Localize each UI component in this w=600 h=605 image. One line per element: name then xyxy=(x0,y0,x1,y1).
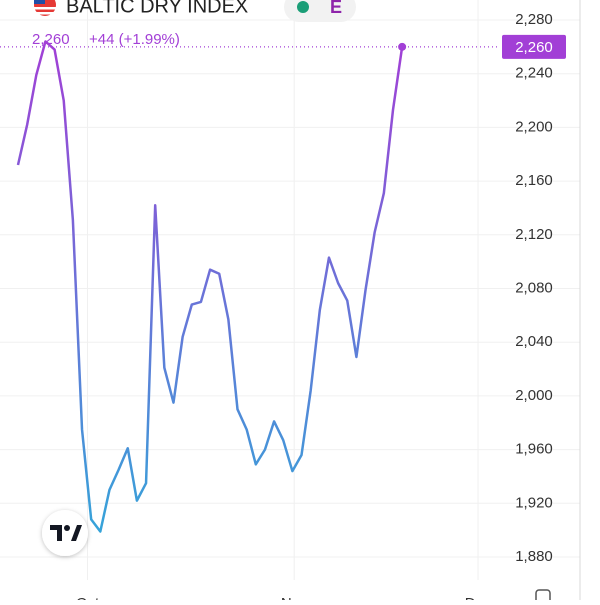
x-tick-label: Dec xyxy=(465,595,492,600)
y-tick-label: 1,960 xyxy=(515,441,553,458)
last-value: 2,260 xyxy=(32,31,70,48)
y-tick-label: 2,120 xyxy=(515,226,553,243)
title: BALTIC DRY INDEX xyxy=(66,0,248,17)
y-tick-label: 2,040 xyxy=(515,333,553,350)
y-tick-label: 1,920 xyxy=(515,494,553,511)
last-point xyxy=(398,42,407,51)
y-tick-label: 2,080 xyxy=(515,279,553,296)
x-tick-label: Oct xyxy=(76,595,100,600)
y-tick-label: 1,880 xyxy=(515,548,553,565)
status-dot xyxy=(297,1,309,13)
y-tick-label: 2,000 xyxy=(515,387,553,404)
tv-logo xyxy=(42,510,88,556)
y-tick-label: 2,240 xyxy=(515,65,553,82)
y-tick-label: 2,200 xyxy=(515,118,553,135)
settings-icon[interactable] xyxy=(535,589,551,605)
price-label-box xyxy=(502,34,566,59)
price-label: 2,260 xyxy=(515,39,553,56)
change: +44 (+1.99%) xyxy=(89,31,180,48)
exchange-badge: E xyxy=(330,0,342,17)
badge xyxy=(284,0,356,22)
x-tick-label: Nov xyxy=(281,595,308,600)
y-tick-label: 2,280 xyxy=(515,11,553,28)
price-line xyxy=(16,40,404,533)
y-tick-label: 2,160 xyxy=(515,172,553,189)
flag-icon xyxy=(34,0,56,16)
